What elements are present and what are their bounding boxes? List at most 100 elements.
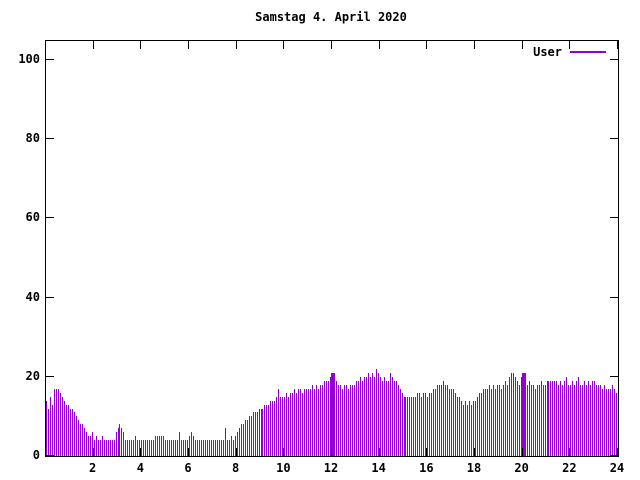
bar bbox=[69, 408, 71, 456]
y-axis-tick-label: 80 bbox=[25, 131, 40, 146]
y-tick-mark bbox=[46, 59, 54, 60]
bar bbox=[574, 384, 576, 456]
bar bbox=[347, 388, 349, 456]
bar bbox=[353, 384, 355, 456]
bar bbox=[498, 384, 500, 456]
bar bbox=[335, 380, 337, 456]
bar bbox=[89, 436, 91, 456]
x-tick-mark bbox=[188, 41, 189, 49]
x-axis-tick-label: 20 bbox=[514, 461, 529, 475]
x-axis-tick-label: 6 bbox=[184, 461, 192, 475]
bar bbox=[192, 436, 194, 456]
bar bbox=[280, 396, 282, 456]
bar bbox=[258, 408, 260, 456]
bar bbox=[157, 436, 159, 456]
bar bbox=[401, 392, 403, 456]
y-tick-mark bbox=[610, 138, 618, 140]
chart-title: Samstag 4. April 2020 bbox=[255, 10, 407, 24]
bar bbox=[202, 440, 204, 456]
bar bbox=[306, 388, 308, 456]
bar bbox=[592, 380, 594, 456]
x-axis-tick-label: 12 bbox=[323, 461, 339, 475]
x-axis-tick-label: 14 bbox=[371, 461, 386, 475]
bar bbox=[179, 432, 181, 456]
bar bbox=[190, 432, 192, 456]
bar bbox=[482, 388, 484, 456]
bar bbox=[437, 384, 439, 456]
bar bbox=[292, 392, 294, 456]
bar bbox=[423, 392, 425, 456]
bar bbox=[586, 384, 588, 456]
bar bbox=[97, 440, 99, 456]
bar bbox=[594, 380, 596, 456]
bar bbox=[212, 440, 214, 456]
bar bbox=[568, 384, 570, 456]
plot-area: User bbox=[45, 40, 619, 457]
bar bbox=[496, 384, 498, 456]
bar bbox=[608, 388, 610, 456]
y-tick-mark bbox=[610, 375, 618, 377]
bar bbox=[431, 392, 433, 456]
bar bbox=[556, 380, 558, 456]
bar bbox=[578, 376, 580, 456]
bar bbox=[232, 440, 234, 456]
bar bbox=[379, 376, 381, 456]
bar bbox=[167, 440, 169, 456]
bar bbox=[113, 440, 115, 456]
bar bbox=[79, 424, 81, 456]
bar bbox=[153, 440, 155, 456]
bar bbox=[125, 440, 127, 456]
bar bbox=[105, 440, 107, 456]
bar bbox=[61, 396, 63, 456]
bar bbox=[367, 372, 369, 456]
bar bbox=[189, 436, 190, 456]
x-tick-mark bbox=[331, 448, 332, 456]
bar bbox=[425, 392, 427, 456]
bar bbox=[214, 440, 216, 456]
bar bbox=[111, 440, 113, 456]
bar bbox=[419, 392, 421, 456]
bar bbox=[312, 384, 314, 456]
x-axis-tick-label: 18 bbox=[466, 461, 482, 475]
bar bbox=[75, 416, 77, 456]
x-tick-mark bbox=[426, 41, 428, 49]
bar bbox=[534, 388, 536, 456]
bar bbox=[600, 384, 602, 456]
bar bbox=[544, 384, 546, 456]
x-tick-mark bbox=[378, 448, 380, 456]
bar bbox=[478, 392, 480, 456]
bar bbox=[459, 396, 461, 456]
legend-line-sample bbox=[570, 51, 606, 53]
x-tick-mark bbox=[283, 448, 285, 456]
y-axis-tick-label: 60 bbox=[25, 210, 40, 225]
x-tick-mark bbox=[569, 41, 571, 49]
bar bbox=[204, 440, 206, 456]
bar bbox=[409, 396, 411, 456]
x-tick-mark bbox=[140, 448, 142, 456]
bar bbox=[508, 376, 510, 456]
bar bbox=[46, 400, 47, 456]
bar bbox=[177, 440, 179, 456]
bar bbox=[445, 384, 447, 456]
bar bbox=[427, 396, 429, 456]
y-tick-mark bbox=[610, 217, 618, 219]
bar bbox=[562, 384, 564, 456]
bar bbox=[421, 396, 423, 456]
bar bbox=[391, 376, 393, 456]
bar bbox=[387, 380, 389, 456]
bar bbox=[226, 440, 228, 456]
y-axis-tick-label: 20 bbox=[25, 368, 40, 383]
bar bbox=[163, 436, 165, 456]
bar bbox=[540, 380, 542, 456]
bar bbox=[240, 424, 242, 456]
x-tick-mark bbox=[474, 448, 475, 456]
bar bbox=[161, 436, 163, 456]
bar bbox=[328, 380, 330, 456]
bar bbox=[123, 432, 125, 456]
x-axis-tick-label: 24 bbox=[609, 461, 625, 475]
bar bbox=[467, 404, 469, 456]
bar bbox=[447, 384, 449, 456]
bar bbox=[326, 380, 328, 456]
bar bbox=[614, 388, 616, 456]
bar bbox=[373, 376, 375, 456]
